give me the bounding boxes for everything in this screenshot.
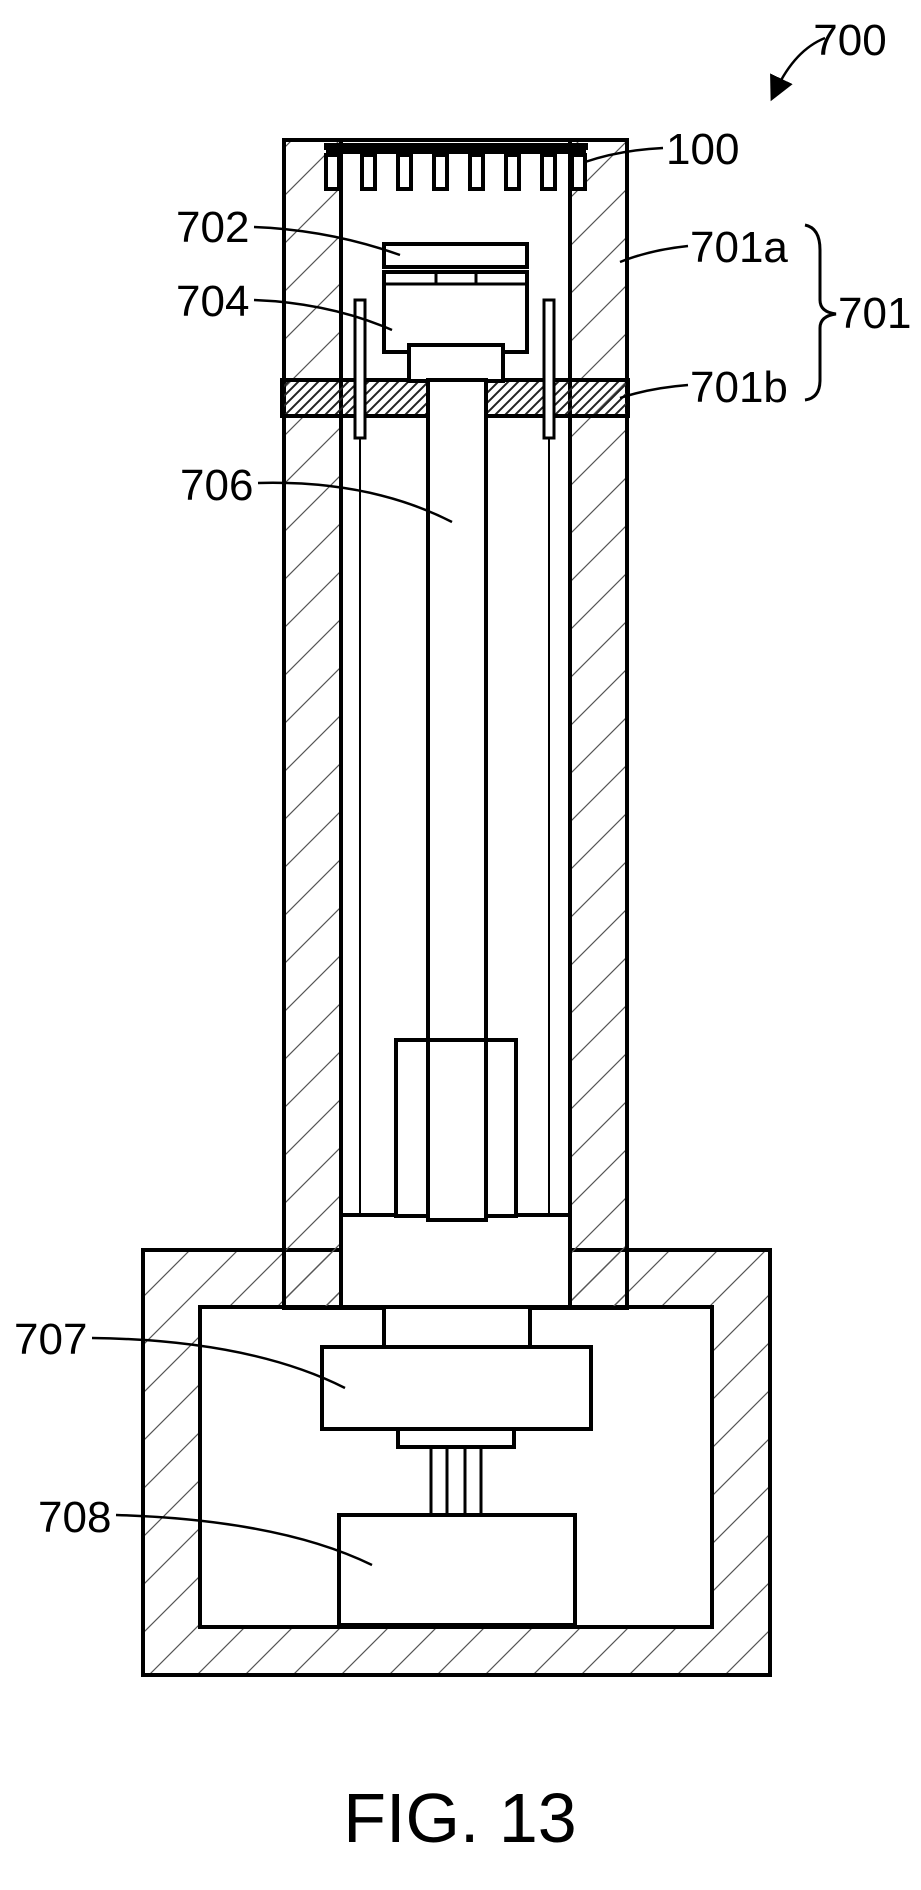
label-704: 704 <box>176 277 249 326</box>
label-707: 707 <box>14 1315 87 1364</box>
coupling <box>384 1307 530 1347</box>
component-708 <box>339 1515 575 1625</box>
label-701a: 701a <box>690 223 788 272</box>
figure-caption: FIG. 13 <box>343 1779 576 1857</box>
component-702 <box>384 244 527 267</box>
bracket-701 <box>805 225 836 400</box>
label-701: 701 <box>838 289 911 338</box>
label-706: 706 <box>180 461 253 510</box>
label-708: 708 <box>38 1493 111 1542</box>
label-701b: 701b <box>690 363 788 412</box>
label-100: 100 <box>666 125 739 174</box>
label-702: 702 <box>176 203 249 252</box>
label-700: 700 <box>813 16 886 65</box>
